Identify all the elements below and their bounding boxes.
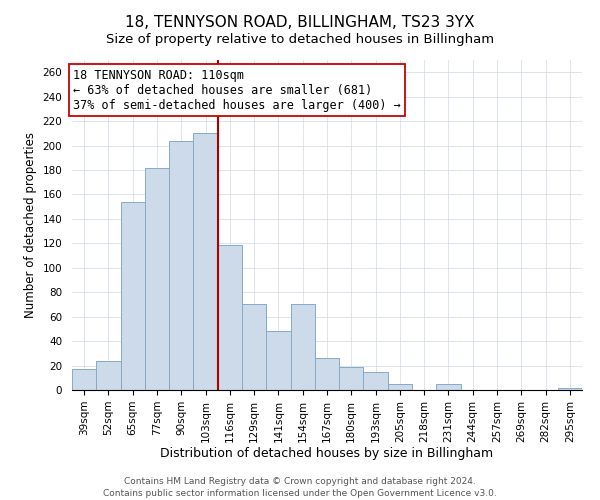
- Bar: [218, 244, 242, 390]
- Bar: [436, 384, 461, 390]
- Bar: [364, 372, 388, 390]
- Bar: [266, 332, 290, 390]
- Bar: [290, 304, 315, 390]
- Bar: [169, 140, 193, 390]
- Bar: [145, 168, 169, 390]
- Bar: [193, 134, 218, 390]
- Bar: [315, 358, 339, 390]
- X-axis label: Distribution of detached houses by size in Billingham: Distribution of detached houses by size …: [160, 448, 494, 460]
- Text: Contains HM Land Registry data © Crown copyright and database right 2024.
Contai: Contains HM Land Registry data © Crown c…: [103, 476, 497, 498]
- Text: 18 TENNYSON ROAD: 110sqm
← 63% of detached houses are smaller (681)
37% of semi-: 18 TENNYSON ROAD: 110sqm ← 63% of detach…: [73, 68, 401, 112]
- Y-axis label: Number of detached properties: Number of detached properties: [24, 132, 37, 318]
- Bar: [242, 304, 266, 390]
- Bar: [72, 369, 96, 390]
- Bar: [388, 384, 412, 390]
- Bar: [558, 388, 582, 390]
- Text: Size of property relative to detached houses in Billingham: Size of property relative to detached ho…: [106, 32, 494, 46]
- Bar: [339, 367, 364, 390]
- Bar: [96, 360, 121, 390]
- Text: 18, TENNYSON ROAD, BILLINGHAM, TS23 3YX: 18, TENNYSON ROAD, BILLINGHAM, TS23 3YX: [125, 15, 475, 30]
- Bar: [121, 202, 145, 390]
